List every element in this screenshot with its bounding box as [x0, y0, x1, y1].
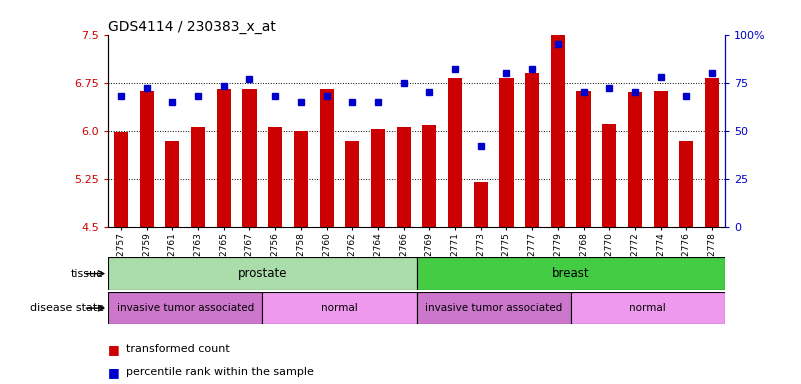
Text: normal: normal: [630, 303, 666, 313]
Text: ■: ■: [108, 343, 124, 356]
Bar: [243, 89, 256, 227]
Bar: [417, 292, 570, 324]
Text: invasive tumor associated: invasive tumor associated: [117, 303, 254, 313]
Bar: [705, 78, 719, 227]
Bar: [577, 91, 590, 227]
Bar: [525, 73, 539, 227]
Bar: [268, 127, 282, 227]
Bar: [499, 78, 513, 227]
Text: disease state: disease state: [30, 303, 104, 313]
Text: GDS4114 / 230383_x_at: GDS4114 / 230383_x_at: [108, 20, 276, 33]
Bar: [417, 257, 725, 290]
Bar: [263, 292, 417, 324]
Text: breast: breast: [552, 267, 590, 280]
Text: ■: ■: [108, 366, 124, 379]
Bar: [551, 35, 565, 227]
Bar: [654, 91, 668, 227]
Text: tissue: tissue: [71, 268, 104, 279]
Bar: [448, 78, 462, 227]
Bar: [191, 127, 205, 227]
Bar: [320, 89, 334, 227]
Bar: [396, 127, 411, 227]
Bar: [345, 141, 360, 227]
Text: percentile rank within the sample: percentile rank within the sample: [126, 367, 314, 377]
Bar: [139, 91, 154, 227]
Bar: [602, 124, 616, 227]
Bar: [217, 89, 231, 227]
Bar: [628, 92, 642, 227]
Bar: [114, 132, 128, 227]
Text: normal: normal: [321, 303, 358, 313]
Bar: [371, 129, 385, 227]
Text: transformed count: transformed count: [126, 344, 230, 354]
Bar: [570, 292, 725, 324]
Bar: [679, 141, 694, 227]
Bar: [108, 257, 417, 290]
Bar: [473, 182, 488, 227]
Text: invasive tumor associated: invasive tumor associated: [425, 303, 562, 313]
Text: prostate: prostate: [238, 267, 287, 280]
Bar: [165, 141, 179, 227]
Bar: [294, 131, 308, 227]
Bar: [422, 126, 437, 227]
Bar: [108, 292, 263, 324]
